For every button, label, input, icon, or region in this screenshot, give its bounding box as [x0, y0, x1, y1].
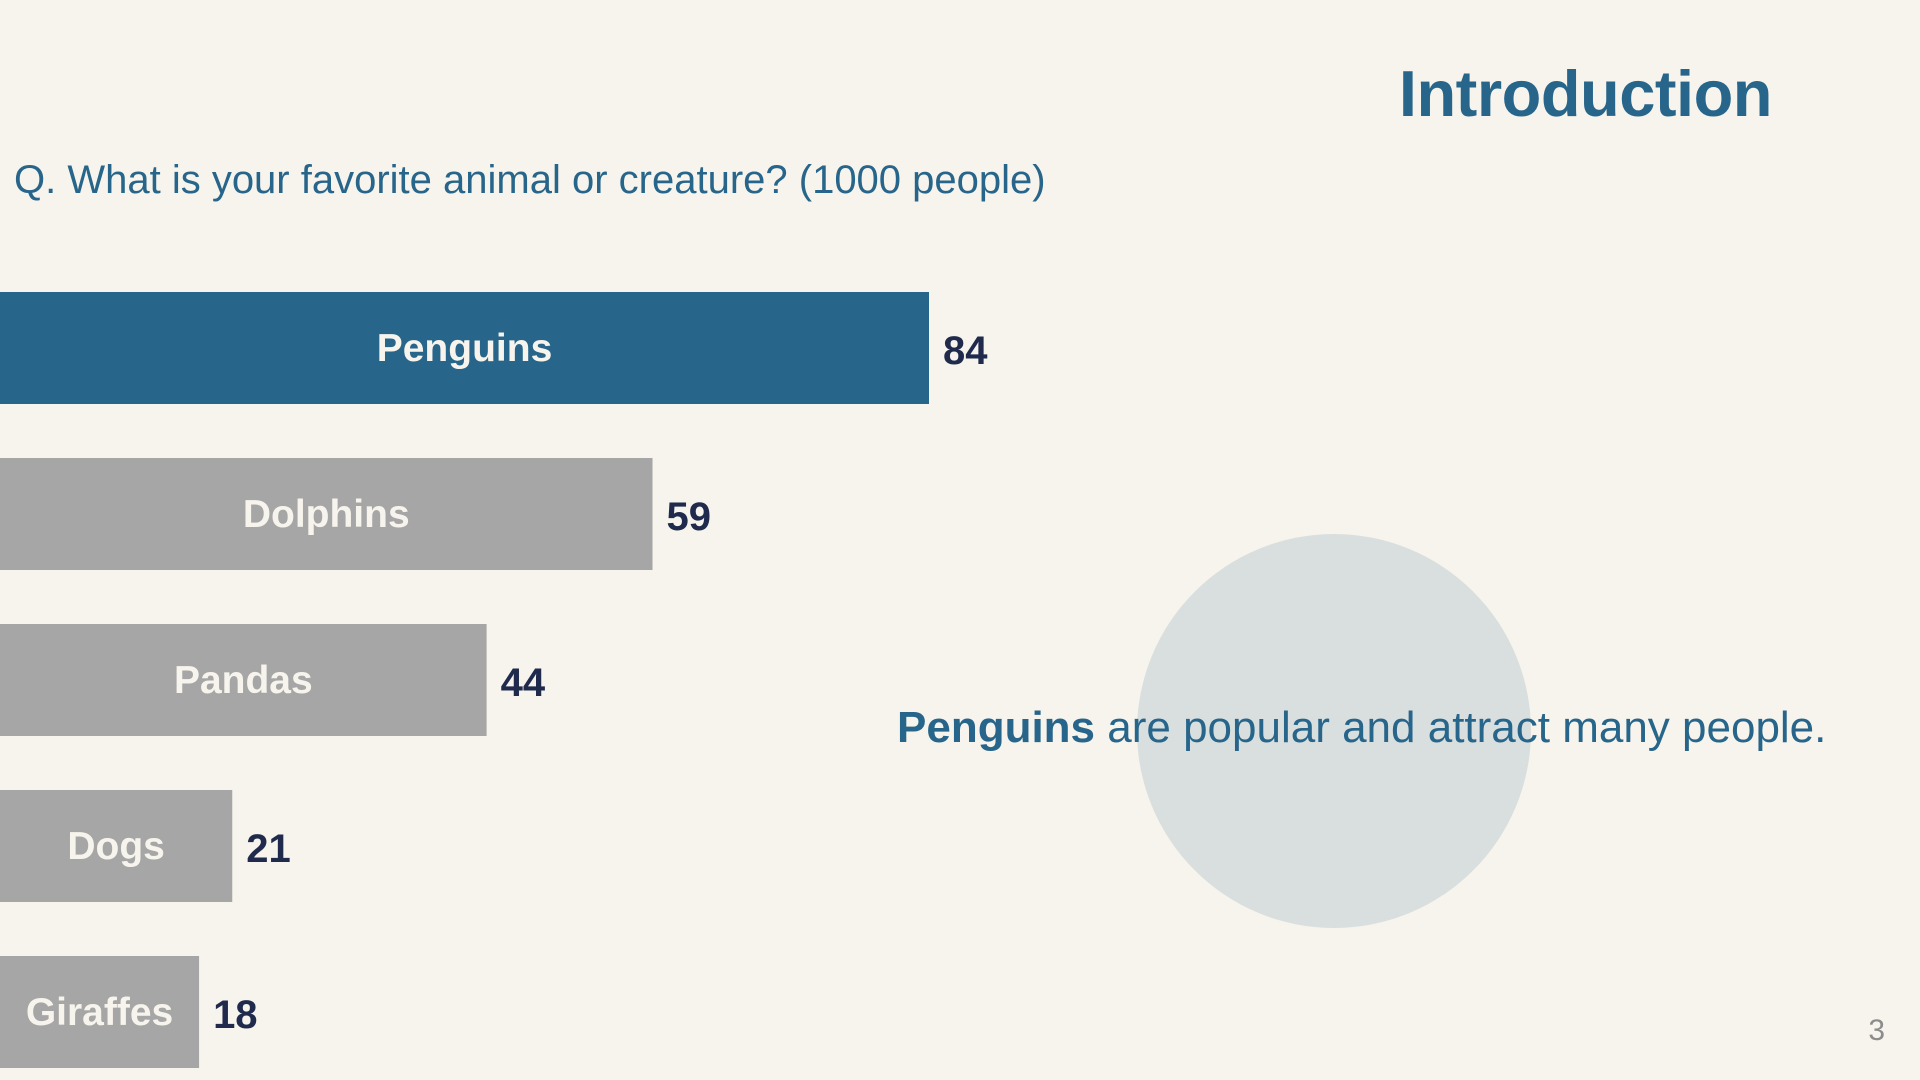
- survey-question: Q. What is your favorite animal or creat…: [14, 158, 1046, 202]
- takeaway-rest: are popular and attract many people.: [1095, 703, 1827, 752]
- value-label-dolphins: 59: [667, 495, 712, 539]
- bar-label-pandas: Pandas: [174, 659, 313, 702]
- takeaway-text: Penguins are popular and attract many pe…: [897, 703, 1826, 753]
- bar-dolphins: [0, 458, 653, 570]
- bar-chart: Penguins 84 Dolphins 59 Pandas 44 Dogs 21 Giraff…: [0, 292, 988, 1068]
- value-label-penguins: 84: [943, 329, 988, 373]
- value-label-giraffes: 18: [213, 993, 257, 1037]
- value-label-dogs: 21: [246, 827, 291, 871]
- bar-penguins: [0, 292, 929, 404]
- bar-label-dogs: Dogs: [67, 825, 165, 868]
- bar-pandas: [0, 624, 487, 736]
- bar-label-dolphins: Dolphins: [243, 493, 410, 536]
- takeaway-highlight: Penguins: [897, 703, 1096, 752]
- bar-label-penguins: Penguins: [377, 327, 553, 370]
- bar-giraffes: [0, 956, 200, 1068]
- value-label-pandas: 44: [501, 661, 546, 705]
- page-number: 3: [1868, 1014, 1885, 1047]
- decorative-circle: [1137, 534, 1531, 928]
- bar-label-giraffes: Giraffes: [26, 991, 173, 1034]
- bar-dogs: [0, 790, 233, 902]
- slide-title: Introduction: [1398, 57, 1773, 130]
